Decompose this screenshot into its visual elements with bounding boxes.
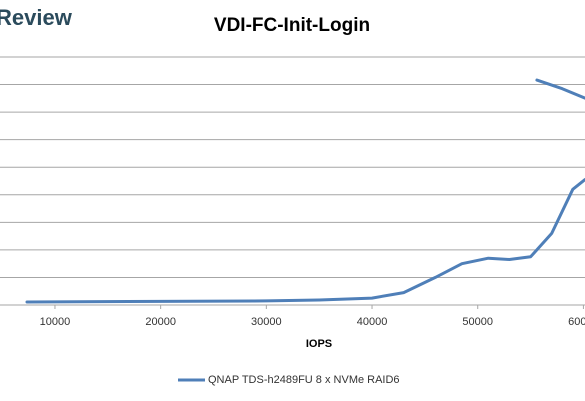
x-tick-label: 50000 bbox=[462, 316, 493, 328]
brand-logo: Review bbox=[0, 5, 73, 30]
legend-label: QNAP TDS-h2489FU 8 x NVMe RAID6 bbox=[208, 374, 400, 386]
x-tick-label: 60000 bbox=[568, 316, 585, 328]
x-tick-label: 20000 bbox=[145, 316, 176, 328]
x-axis-label: IOPS bbox=[306, 338, 332, 350]
x-tick-label: 30000 bbox=[251, 316, 282, 328]
plot-area bbox=[25, 78, 585, 304]
chart-title: VDI-FC-Init-Login bbox=[214, 15, 370, 36]
x-tick-label: 40000 bbox=[357, 316, 388, 328]
series-line bbox=[25, 78, 585, 304]
x-tick-label: 10000 bbox=[40, 316, 71, 328]
